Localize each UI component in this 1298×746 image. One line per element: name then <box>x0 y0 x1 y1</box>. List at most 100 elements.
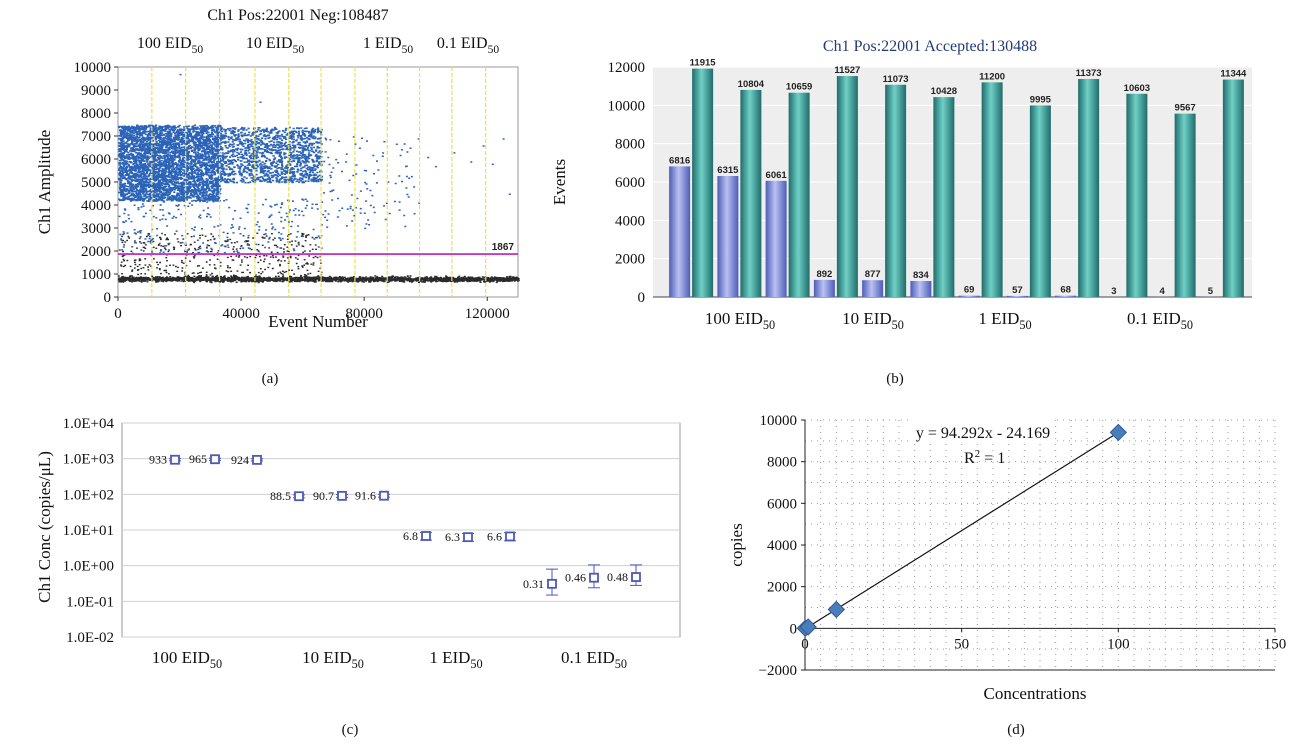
negative-droplets <box>118 232 520 284</box>
bar-accepted <box>692 68 714 297</box>
y-tick-label: 0 <box>790 621 798 637</box>
bar-value-label: 6816 <box>669 155 690 166</box>
panel-label: (c) <box>342 722 359 738</box>
data-point <box>294 491 304 502</box>
y-tick-label: 1.0E+02 <box>63 487 114 503</box>
bar-accepted <box>836 76 858 298</box>
bar-value-label: 892 <box>816 269 832 280</box>
bar-value-label: 11200 <box>979 71 1005 82</box>
bar-accepted <box>885 84 907 297</box>
category-label: 10 EID50 <box>302 648 364 671</box>
panel-label: (b) <box>886 371 904 387</box>
y-tick-label: 8000 <box>81 106 111 122</box>
data-point <box>210 454 220 465</box>
chart-title: Ch1 Pos:22001 Accepted:130488 <box>823 38 1037 55</box>
data-label: 91.6 <box>355 489 376 503</box>
y-tick-label: 8000 <box>767 455 797 471</box>
y-tick-label: 6000 <box>767 496 797 512</box>
panel-label: (d) <box>1007 722 1025 738</box>
bar-value-label: 68 <box>1060 285 1071 296</box>
category-label: 1 EID50 <box>978 309 1031 332</box>
category-label: 0.1 EID50 <box>1127 309 1193 332</box>
bar-value-label: 9995 <box>1030 94 1052 105</box>
positive-droplets <box>118 73 511 255</box>
bar-value-label: 10804 <box>738 79 765 90</box>
chart-title: Ch1 Pos:22001 Neg:108487 <box>207 7 388 24</box>
data-point <box>463 532 473 543</box>
bar-value-label: 11373 <box>1076 68 1102 79</box>
y-tick-label: 1.0E+04 <box>63 416 115 432</box>
equation-background <box>910 417 1052 443</box>
y-tick-label: 1.0E+03 <box>63 452 114 468</box>
data-point <box>421 531 431 541</box>
y-tick-label: 2000 <box>615 252 645 268</box>
group-label: 100 EID50 <box>137 35 203 56</box>
data-label: 6.8 <box>403 529 418 543</box>
y-tick-label: 2000 <box>767 580 797 596</box>
panel-a-scatter-chart: 1867 0 1000 2000 3000 4000 5000 6000 7000 8000 900… <box>35 7 520 387</box>
y-tick-label: 1.0E-02 <box>66 630 114 646</box>
y-tick-label: 6000 <box>81 152 111 168</box>
y-tick-label: 10000 <box>608 98 646 114</box>
bar-positive <box>765 180 787 297</box>
bar-accepted <box>981 82 1003 297</box>
x-tick-label: 80000 <box>345 306 383 322</box>
trendline <box>804 431 1119 630</box>
data-point <box>252 454 262 465</box>
bar-value-label: 57 <box>1012 285 1023 296</box>
bar-accepted <box>1078 79 1100 297</box>
group-label: 1 EID50 <box>363 35 413 56</box>
group-label: 0.1 EID50 <box>437 35 499 56</box>
data-point <box>589 572 599 583</box>
y-axis-label: Ch1 Conc (copies/μL) <box>35 451 54 603</box>
bar-value-label: 69 <box>964 285 975 296</box>
x-tick-label: 40000 <box>222 306 260 322</box>
bar-positive <box>958 295 980 297</box>
bar-accepted <box>1174 113 1196 297</box>
data-point <box>170 454 180 465</box>
category-label: 1 EID50 <box>429 648 482 671</box>
bar-positive <box>1055 295 1077 297</box>
y-axis-label: copies <box>727 523 746 566</box>
panel-label: (a) <box>262 371 279 387</box>
data-label: 0.46 <box>565 571 586 585</box>
x-tick-label: 50 <box>954 636 969 652</box>
y-tick-label: −2000 <box>759 663 797 679</box>
data-label: 0.48 <box>607 570 628 584</box>
data-point <box>1109 423 1128 442</box>
data-point <box>505 531 515 542</box>
y-tick-label: 5000 <box>81 175 111 191</box>
category-label: 0.1 EID50 <box>561 648 627 671</box>
data-label: 90.7 <box>313 489 334 503</box>
y-tick-label: 1000 <box>81 267 111 283</box>
bar-positive <box>813 279 835 297</box>
bar-accepted <box>1029 105 1051 297</box>
group-label: 10 EID50 <box>246 35 304 56</box>
data-label: 6.6 <box>487 529 502 543</box>
category-label: 100 EID50 <box>705 309 775 332</box>
data-point <box>547 578 557 589</box>
bar-accepted <box>740 89 762 297</box>
panel-b-bar-chart: 0 2000 4000 6000 8000 10000 12000 6816 11915 6315… <box>550 38 1252 387</box>
y-tick-label: 10000 <box>74 60 112 76</box>
x-axis-label: Concentrations <box>984 684 1087 703</box>
data-label: 965 <box>189 452 207 466</box>
y-tick-label: 2000 <box>81 244 111 260</box>
bar-value-label: 4 <box>1159 286 1165 297</box>
y-tick-label: 8000 <box>615 137 645 153</box>
bar-value-label: 834 <box>913 270 930 281</box>
bar-positive <box>910 281 932 297</box>
bar-value-label: 6315 <box>717 165 739 176</box>
category-label: 100 EID50 <box>152 648 222 671</box>
bar-value-label: 11073 <box>883 74 909 85</box>
dotted-grid <box>804 419 1276 671</box>
y-tick-label: 1.0E+00 <box>63 559 114 575</box>
trendline-equation: y = 94.292x - 24.169 <box>916 425 1050 442</box>
y-tick-label: 1.0E-01 <box>66 594 114 610</box>
data-label: 6.3 <box>445 530 460 544</box>
x-tick-label: 0 <box>114 306 122 322</box>
data-point <box>799 618 817 636</box>
bar-value-label: 9567 <box>1175 103 1196 114</box>
bar-value-label: 3 <box>1111 286 1116 297</box>
x-tick-label: 0 <box>801 636 809 652</box>
